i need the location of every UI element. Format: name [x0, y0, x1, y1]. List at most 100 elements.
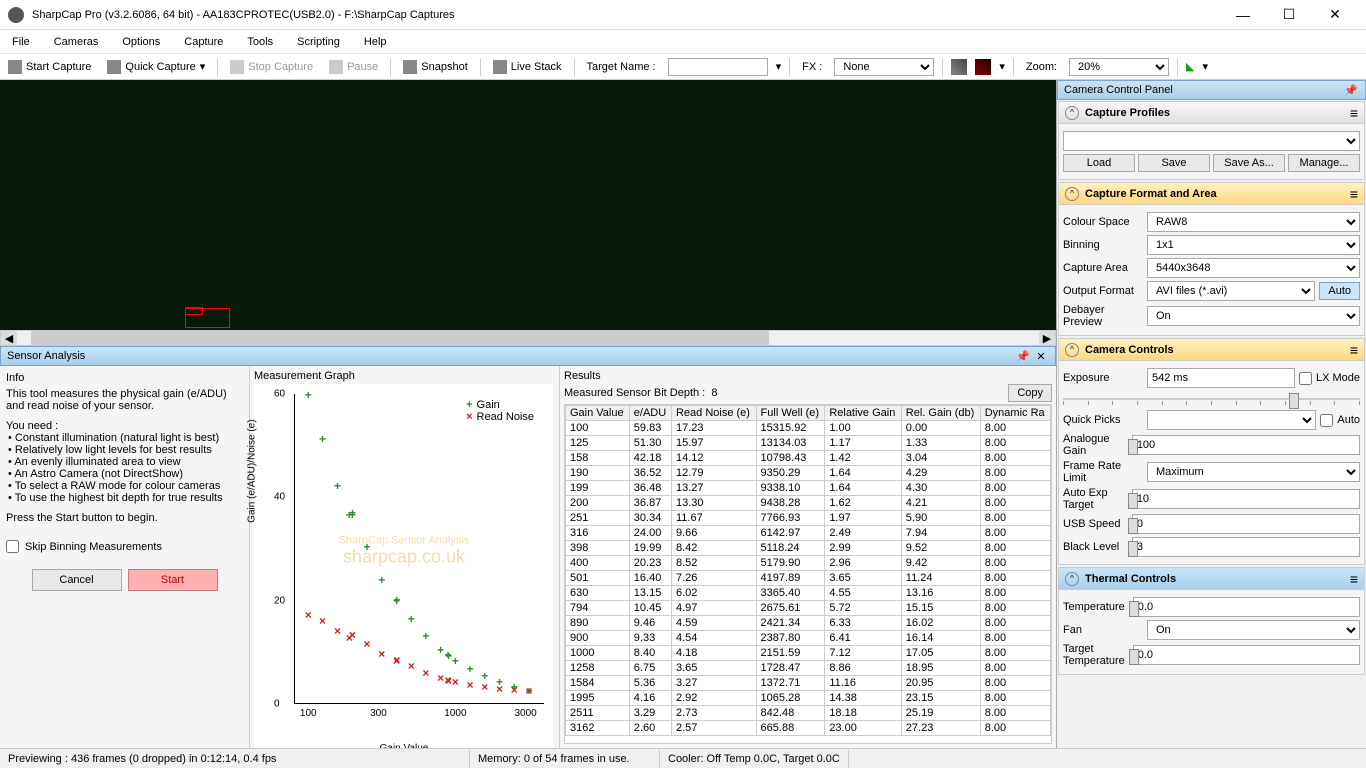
table-row[interactable]: 12551.3015.9713134.031.171.338.00: [566, 436, 1051, 451]
table-header[interactable]: Rel. Gain (db): [901, 406, 980, 421]
output-auto-button[interactable]: Auto: [1319, 282, 1360, 300]
menu-capture[interactable]: Capture: [180, 34, 227, 50]
collapse-icon[interactable]: ^: [1065, 343, 1079, 357]
exposure-slider[interactable]: [1063, 391, 1360, 407]
close-button[interactable]: ✕: [1312, 0, 1358, 30]
table-row[interactable]: 9009.334.542387.806.4116.148.00: [566, 631, 1051, 646]
table-row[interactable]: 50116.407.264197.893.6511.248.00: [566, 571, 1051, 586]
quick-capture-button[interactable]: Quick Capture▾: [103, 58, 209, 76]
start-capture-button[interactable]: Start Capture: [4, 58, 95, 76]
section-menu-icon[interactable]: ≡: [1350, 571, 1358, 587]
start-button[interactable]: Start: [128, 569, 218, 591]
usb-speed-input[interactable]: [1132, 514, 1360, 534]
section-menu-icon[interactable]: ≡: [1350, 342, 1358, 358]
table-row[interactable]: 19954.162.921065.2814.3823.158.00: [566, 691, 1051, 706]
table-row[interactable]: 39819.998.425118.242.999.528.00: [566, 541, 1051, 556]
table-row[interactable]: 31622.602.57665.8823.0027.238.00: [566, 721, 1051, 736]
fan-select[interactable]: On: [1147, 620, 1360, 640]
load-button[interactable]: Load: [1063, 154, 1135, 172]
analogue-gain-input[interactable]: [1132, 435, 1360, 455]
table-row[interactable]: 19036.5212.799350.291.644.298.00: [566, 466, 1051, 481]
scroll-right-button[interactable]: ▶: [1039, 331, 1055, 345]
table-row[interactable]: 8909.464.592421.346.3316.028.00: [566, 616, 1051, 631]
cancel-button[interactable]: Cancel: [32, 569, 122, 591]
profiles-title: Capture Profiles: [1085, 107, 1350, 119]
live-stack-button[interactable]: Live Stack: [489, 58, 566, 76]
table-row[interactable]: 10059.8317.2315315.921.000.008.00: [566, 421, 1051, 436]
section-menu-icon[interactable]: ≡: [1350, 105, 1358, 121]
table-header[interactable]: e/ADU: [629, 406, 671, 421]
results-table-container[interactable]: Gain Valuee/ADURead Noise (e)Full Well (…: [564, 404, 1052, 744]
colour-space-select[interactable]: RAW8: [1147, 212, 1360, 232]
menu-scripting[interactable]: Scripting: [293, 34, 344, 50]
stop-capture-button[interactable]: Stop Capture: [226, 58, 317, 76]
manage-button[interactable]: Manage...: [1288, 154, 1360, 172]
table-row[interactable]: 19936.4813.279338.101.644.308.00: [566, 481, 1051, 496]
menu-file[interactable]: File: [8, 34, 34, 50]
scroll-thumb[interactable]: [31, 331, 769, 345]
frame-rate-select[interactable]: Maximum: [1147, 462, 1360, 482]
black-level-input[interactable]: [1132, 537, 1360, 557]
table-row[interactable]: 12586.753.651728.478.8618.958.00: [566, 661, 1051, 676]
debayer-select[interactable]: On: [1147, 306, 1360, 326]
camera-preview[interactable]: [0, 80, 1056, 330]
maximize-button[interactable]: ☐: [1266, 0, 1312, 30]
table-header[interactable]: Read Noise (e): [671, 406, 756, 421]
table-row[interactable]: 79410.454.972675.615.7215.158.00: [566, 601, 1051, 616]
temperature-input[interactable]: [1133, 597, 1360, 617]
table-header[interactable]: Gain Value: [566, 406, 630, 421]
binning-select[interactable]: 1x1: [1147, 235, 1360, 255]
camera-panel-pin-button[interactable]: 📌: [1343, 82, 1359, 98]
quick-auto-checkbox[interactable]: [1320, 414, 1333, 427]
menu-help[interactable]: Help: [360, 34, 391, 50]
skip-binning-checkbox[interactable]: [6, 540, 19, 553]
quick-picks-select[interactable]: [1147, 410, 1316, 430]
table-cell: 2675.61: [756, 601, 825, 616]
capture-area-select[interactable]: 5440x3648: [1147, 258, 1360, 278]
exposure-input[interactable]: [1147, 368, 1295, 388]
panel-close-button[interactable]: ✕: [1033, 348, 1049, 364]
collapse-icon[interactable]: ^: [1065, 106, 1079, 120]
table-header[interactable]: Relative Gain: [825, 406, 901, 421]
histogram-icon[interactable]: [975, 59, 991, 75]
profile-select[interactable]: [1063, 131, 1360, 151]
reticle-icon[interactable]: [951, 59, 967, 75]
target-name-input[interactable]: [668, 58, 768, 76]
pause-button[interactable]: Pause: [325, 58, 382, 76]
table-cell: 9438.28: [756, 496, 825, 511]
table-row[interactable]: 15842.1814.1210798.431.423.048.00: [566, 451, 1051, 466]
save-button[interactable]: Save: [1138, 154, 1210, 172]
menu-options[interactable]: Options: [118, 34, 164, 50]
table-row[interactable]: 31624.009.666142.972.497.948.00: [566, 526, 1051, 541]
save-as-button[interactable]: Save As...: [1213, 154, 1285, 172]
output-format-select[interactable]: AVI files (*.avi): [1147, 281, 1315, 301]
table-row[interactable]: 10008.404.182151.597.1217.058.00: [566, 646, 1051, 661]
table-row[interactable]: 15845.363.271372.7111.1620.958.00: [566, 676, 1051, 691]
table-row[interactable]: 25130.3411.677766.931.975.908.00: [566, 511, 1051, 526]
table-header[interactable]: Full Well (e): [756, 406, 825, 421]
minimize-button[interactable]: —: [1220, 0, 1266, 30]
lx-mode-checkbox[interactable]: [1299, 372, 1312, 385]
menu-tools[interactable]: Tools: [243, 34, 277, 50]
pin-button[interactable]: 📌: [1015, 348, 1031, 364]
zoom-select[interactable]: 20%: [1069, 58, 1169, 76]
snapshot-button[interactable]: Snapshot: [399, 58, 471, 76]
table-row[interactable]: 20036.8713.309438.281.624.218.00: [566, 496, 1051, 511]
table-row[interactable]: 63013.156.023365.404.5513.168.00: [566, 586, 1051, 601]
section-menu-icon[interactable]: ≡: [1350, 186, 1358, 202]
table-cell: 1.17: [825, 436, 901, 451]
scope-icon[interactable]: ◣: [1186, 60, 1194, 73]
preview-scrollbar[interactable]: ◀ ▶: [0, 330, 1056, 346]
menu-cameras[interactable]: Cameras: [50, 34, 103, 50]
table-row[interactable]: 25113.292.73842.4818.1825.198.00: [566, 706, 1051, 721]
roi-box-small[interactable]: [185, 307, 203, 315]
collapse-icon[interactable]: ^: [1065, 572, 1079, 586]
table-row[interactable]: 40020.238.525179.902.969.428.00: [566, 556, 1051, 571]
fx-select[interactable]: None: [834, 58, 934, 76]
table-header[interactable]: Dynamic Ra: [980, 406, 1050, 421]
copy-button[interactable]: Copy: [1008, 384, 1052, 402]
auto-exp-input[interactable]: [1132, 489, 1360, 509]
target-temp-input[interactable]: [1133, 645, 1360, 665]
collapse-icon[interactable]: ^: [1065, 187, 1079, 201]
scroll-left-button[interactable]: ◀: [1, 331, 17, 345]
